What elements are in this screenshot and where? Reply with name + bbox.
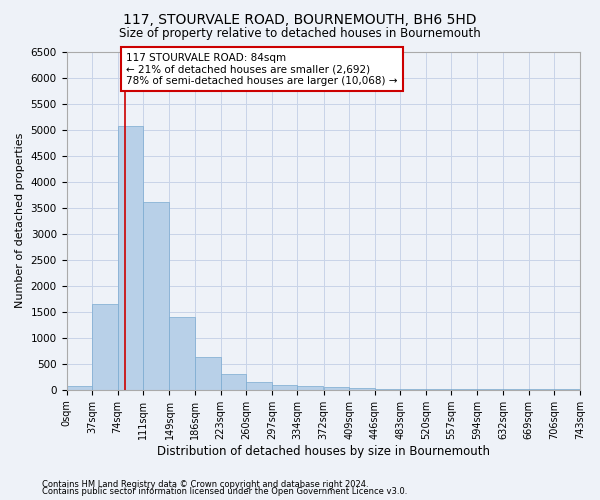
Text: Size of property relative to detached houses in Bournemouth: Size of property relative to detached ho…	[119, 28, 481, 40]
Bar	[92, 304, 118, 390]
Bar	[298, 386, 323, 390]
Bar	[195, 357, 221, 390]
Text: 117 STOURVALE ROAD: 84sqm
← 21% of detached houses are smaller (2,692)
78% of se: 117 STOURVALE ROAD: 84sqm ← 21% of detac…	[126, 52, 397, 86]
Text: 117, STOURVALE ROAD, BOURNEMOUTH, BH6 5HD: 117, STOURVALE ROAD, BOURNEMOUTH, BH6 5H…	[123, 12, 477, 26]
Y-axis label: Number of detached properties: Number of detached properties	[15, 133, 25, 308]
Bar	[349, 388, 375, 390]
Text: Contains public sector information licensed under the Open Government Licence v3: Contains public sector information licen…	[42, 487, 407, 496]
Bar	[67, 386, 92, 390]
Bar	[272, 384, 298, 390]
Bar	[323, 387, 349, 390]
Bar	[246, 382, 272, 390]
X-axis label: Distribution of detached houses by size in Bournemouth: Distribution of detached houses by size …	[157, 444, 490, 458]
Bar	[118, 126, 143, 390]
Bar	[221, 374, 246, 390]
Bar	[400, 389, 426, 390]
Text: Contains HM Land Registry data © Crown copyright and database right 2024.: Contains HM Land Registry data © Crown c…	[42, 480, 368, 489]
Bar	[375, 388, 400, 390]
Bar	[169, 317, 195, 390]
Bar	[143, 202, 169, 390]
